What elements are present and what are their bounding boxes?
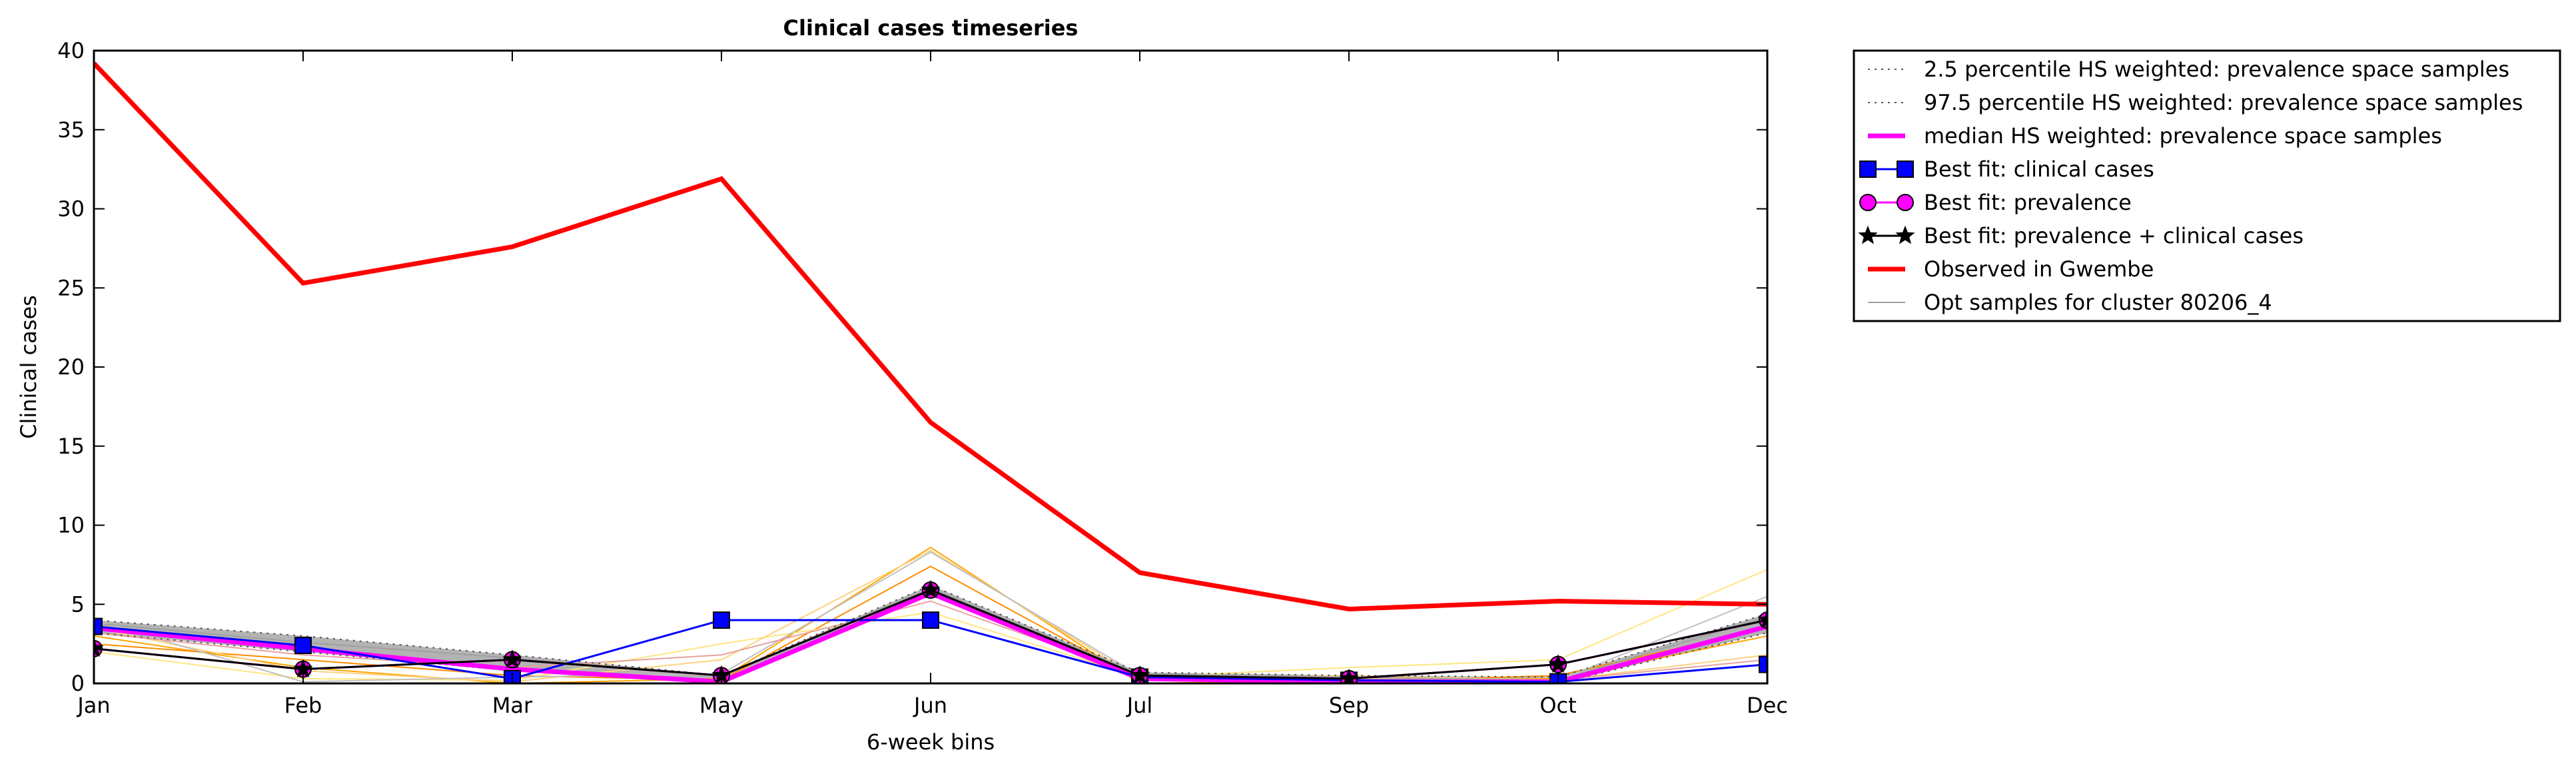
y-tick-label: 30 [57,196,85,222]
legend-item: 2.5 percentile HS weighted: prevalence s… [1868,57,2509,82]
best-fit-both-point [1548,654,1568,673]
legend-item: Best fit: prevalence [1859,190,2132,215]
percentile-band [94,585,1767,683]
plot-area [94,61,1767,683]
y-axis-title: Clinical cases [16,295,41,439]
legend-label: median HS weighted: prevalence space sam… [1924,123,2442,149]
legend-label: Observed in Gwembe [1924,256,2154,282]
legend-marker [1858,225,1878,244]
legend-label: 97.5 percentile HS weighted: prevalence … [1924,90,2523,115]
best-fit-both-point [502,649,522,668]
legend-marker [1897,194,1914,211]
legend-label: Opt samples for cluster 80206_4 [1924,290,2272,315]
legend-item: Best fit: prevalence + clinical cases [1858,223,2304,248]
y-tick-label: 10 [57,513,85,538]
best-fit-clinical-point [1759,655,1767,673]
best-fit-clinical-point [94,617,103,635]
percentile-97-5-line [94,584,1767,678]
percentile-2-5-line [94,593,1767,683]
x-tick-label: Feb [284,693,322,718]
best-fit-both-point [1757,609,1767,629]
chart-title: Clinical cases timeseries [783,15,1078,41]
y-tick-label: 15 [57,434,85,459]
observed-line [94,61,1767,611]
best-fit-clinical-point [294,637,312,654]
y-tick-label: 20 [57,354,85,380]
legend: 2.5 percentile HS weighted: prevalence s… [1853,49,2561,322]
x-tick-label: Oct [1539,693,1576,718]
x-axis-title: 6-week bins [867,729,995,755]
legend-marker [1859,194,1877,211]
legend-item: Opt samples for cluster 80206_4 [1868,290,2272,315]
y-tick-label: 40 [57,38,85,63]
legend-marker [1859,161,1877,178]
opt-sample-line-2 [94,566,1767,683]
best-fit-clinical-point [713,611,730,629]
legend-label: 2.5 percentile HS weighted: prevalence s… [1924,57,2509,82]
x-tick-label: Sep [1329,693,1369,718]
best-fit-clinical-point [922,611,939,629]
legend-item: median HS weighted: prevalence space sam… [1868,123,2442,149]
y-tick-label: 35 [57,117,85,143]
legend-marker [1895,225,1915,244]
y-tick-label: 0 [71,671,85,696]
legend-frame [1853,49,2561,322]
x-tick-label: Jan [76,693,110,718]
axes: Jan Feb Mar May Jun Jul Sep Oct Dec 0 5 10 15 20 25 30 3… [57,38,1788,718]
best-fit-both-point [94,638,104,657]
x-tick-label: Jun [913,693,947,718]
median-line [94,590,1767,683]
y-tick-label: 25 [57,275,85,300]
legend-label: Best fit: prevalence + clinical cases [1924,223,2304,248]
legend-label: Best fit: clinical cases [1924,157,2154,182]
x-tick-label: Jul [1126,693,1153,718]
legend-marker [1897,161,1914,178]
legend-item: Best fit: clinical cases [1859,157,2154,182]
x-tick-label: Dec [1747,693,1788,718]
legend-label: Best fit: prevalence [1924,190,2132,215]
y-tick-label: 5 [71,591,85,617]
x-tick-label: Mar [492,693,533,718]
x-tick-label: May [699,693,743,718]
legend-item: 97.5 percentile HS weighted: prevalence … [1868,90,2523,115]
legend-item: Observed in Gwembe [1868,256,2154,282]
best-fit-both-point [921,579,941,599]
